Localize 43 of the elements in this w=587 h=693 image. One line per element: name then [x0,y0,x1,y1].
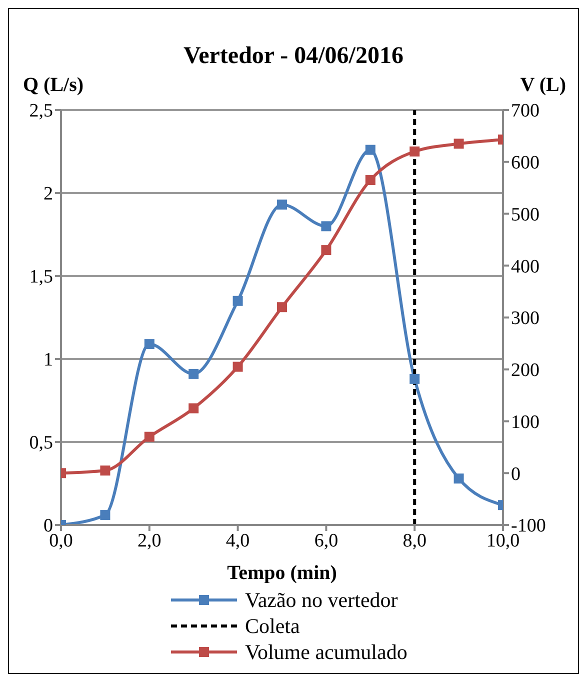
legend-label: Vazão no vertedor [245,588,398,612]
y-tick-label: 2 [44,184,53,205]
point [365,175,376,186]
x-tick-label: 0,0 [49,530,73,552]
y2-tick-label: 200 [511,360,540,382]
point [144,432,154,442]
point [144,339,154,350]
y-tick-label: 1 [44,350,53,371]
y-tick-label: 1,5 [29,266,53,288]
x-tick-label: 6,0 [314,530,338,552]
y2-tick-label: 300 [511,308,540,330]
x-tick-label: 4,0 [226,530,250,552]
point [188,403,199,414]
x-axis-title: Tempo (min) [227,562,337,584]
y-axis-title: Q (L/s) [23,74,84,97]
y2-tick-label: 100 [511,412,540,433]
y2-tick-label: 0 [511,464,520,485]
point [410,374,420,384]
y-tick-label: 2,5 [29,100,53,122]
x-tick-label: 8,0 [402,530,426,552]
point [100,510,110,520]
y2-tick-label: 700 [511,100,540,122]
x-tick-label: 2,0 [138,530,162,552]
y2-axis-title: V (L) [520,74,566,97]
legend-label: Volume acumulado [245,640,408,664]
point [277,200,287,210]
y2-tick-label: 600 [511,152,540,174]
legend-label: Coleta [245,614,300,638]
point [100,466,110,476]
point [321,221,332,232]
point [188,368,199,379]
point [454,138,464,149]
point [277,302,287,312]
chart-title: Vertedor - 04/06/2016 [182,43,404,70]
point [232,296,243,306]
y-tick-label: 0,5 [29,432,53,454]
point [232,362,243,372]
y2-tick-label: 400 [511,256,540,278]
point [454,474,464,484]
point [365,144,376,155]
point [410,146,420,156]
y2-tick-label: 500 [511,204,540,226]
point [321,245,332,256]
